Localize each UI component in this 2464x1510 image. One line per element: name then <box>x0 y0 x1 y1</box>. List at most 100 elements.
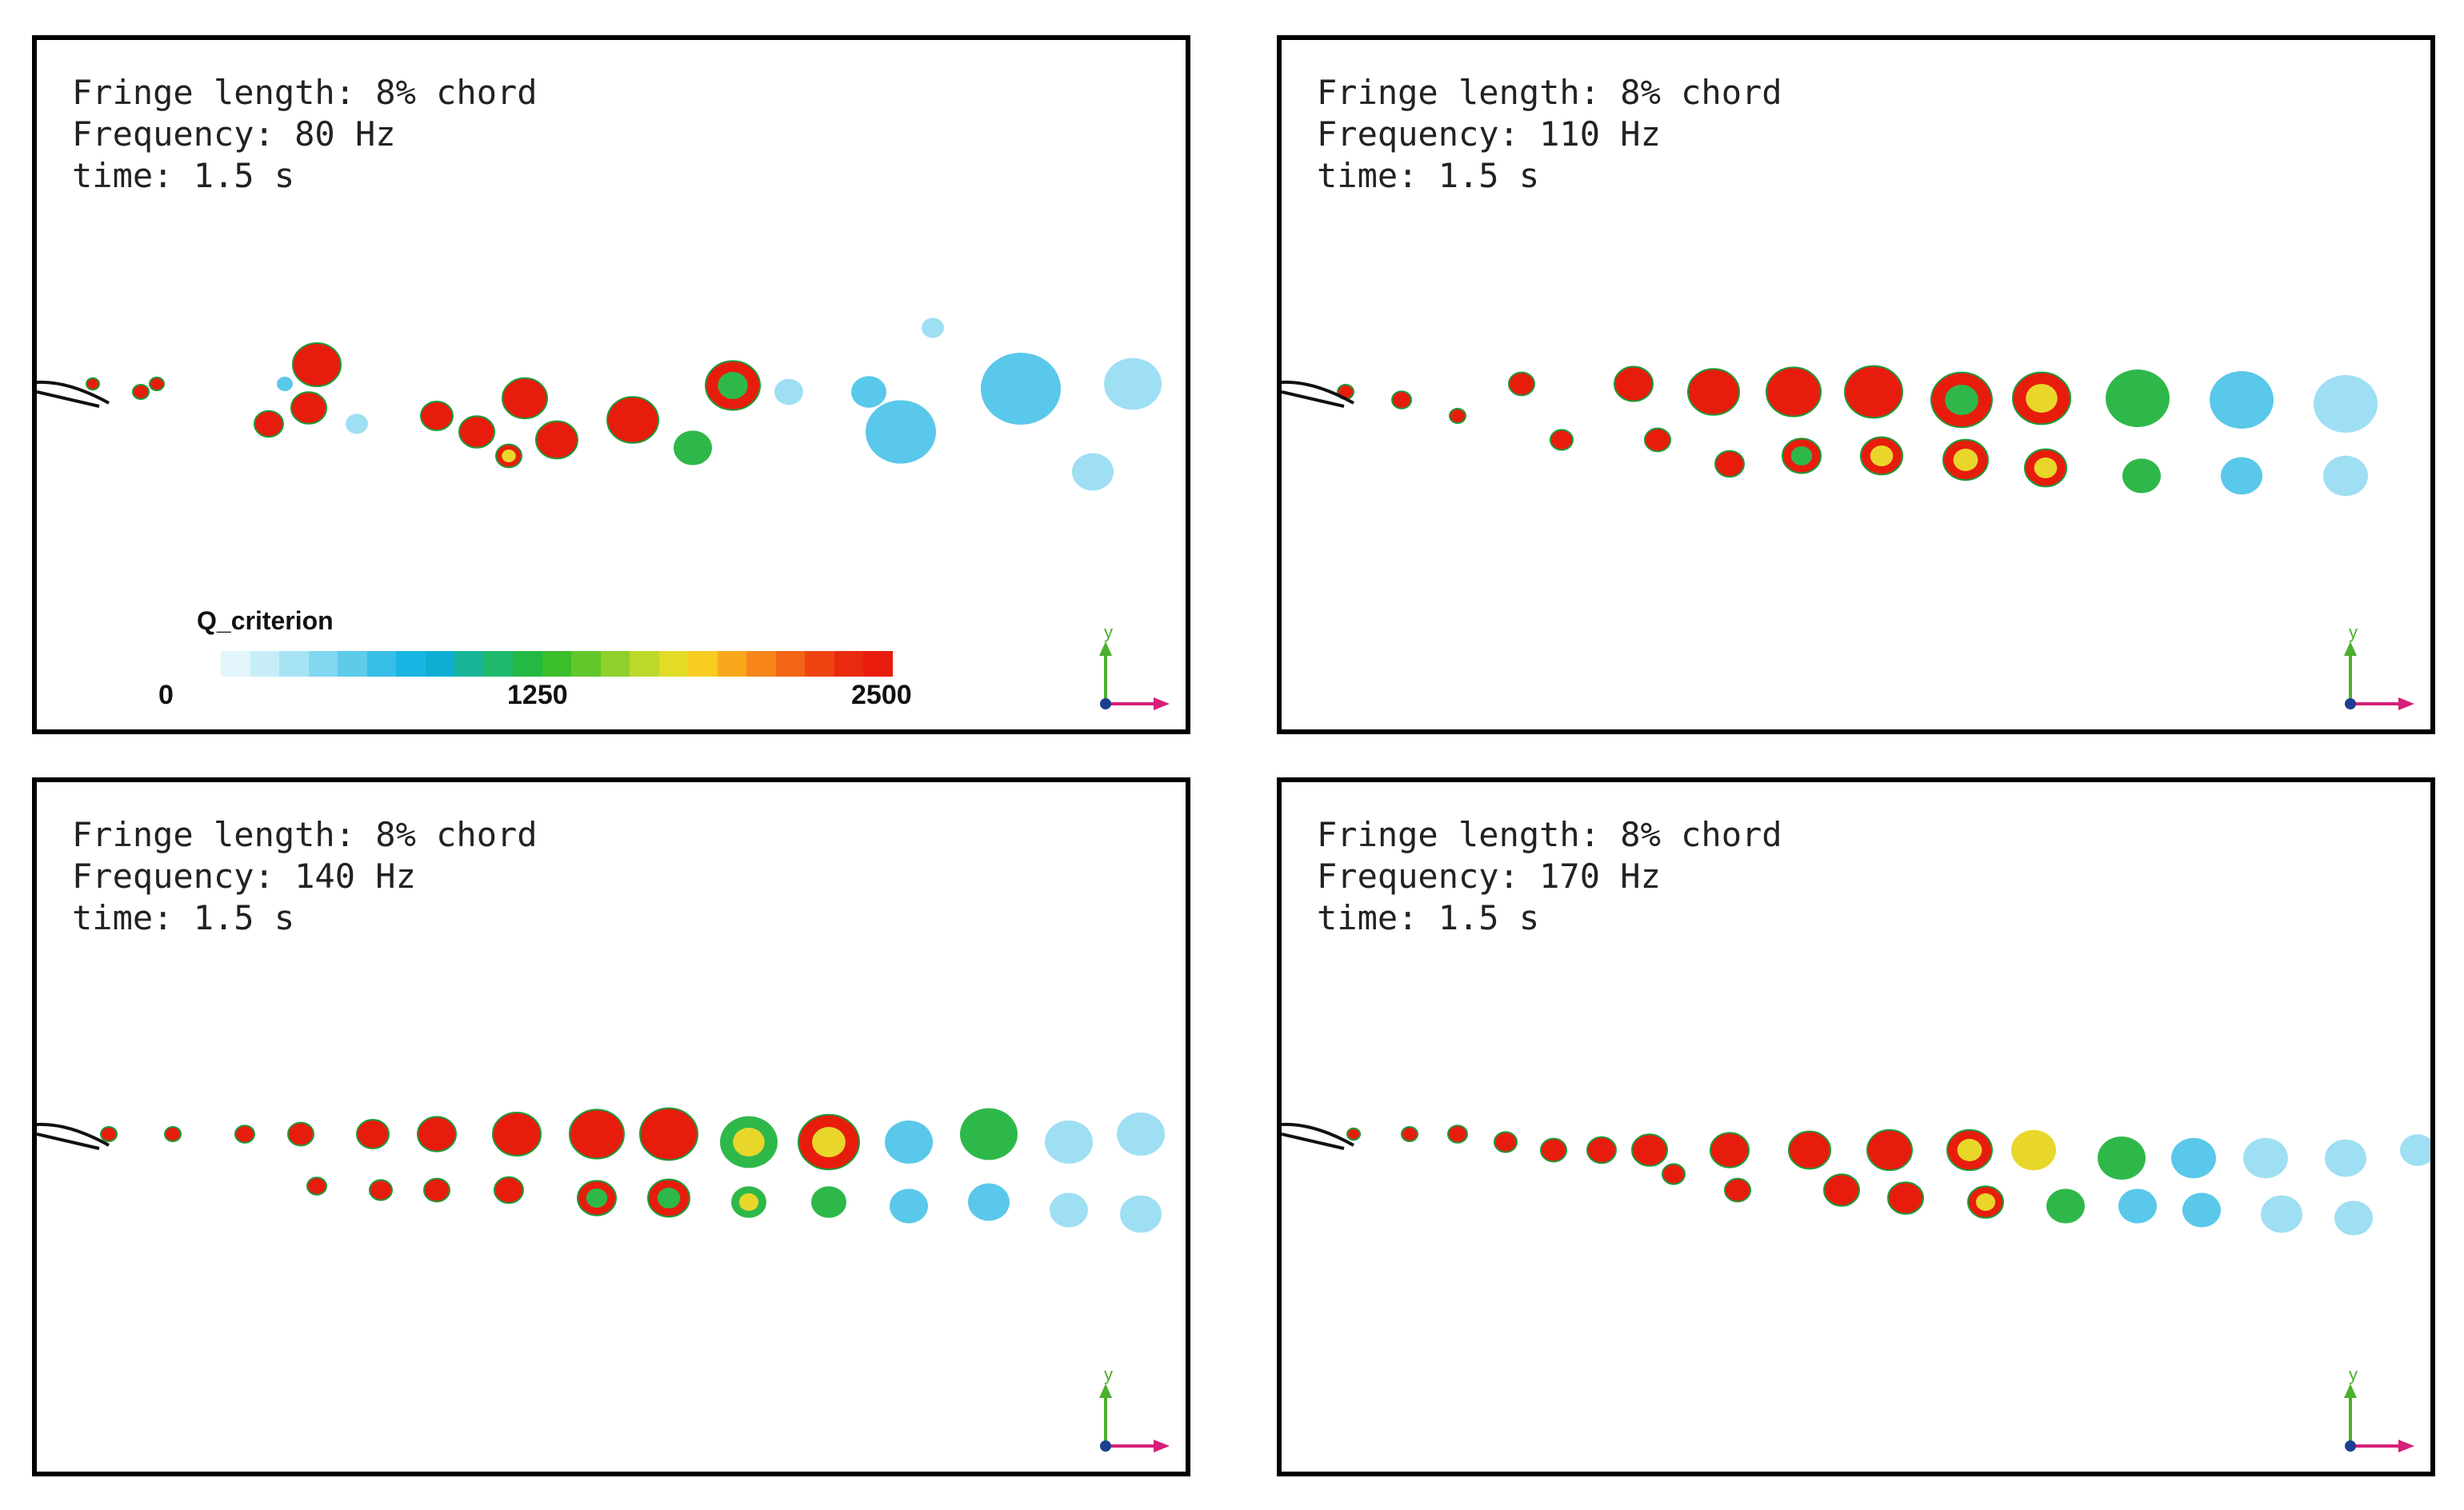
vortex-blob <box>458 415 495 449</box>
panel-labels: Fringe length: 8% chord Frequency: 110 H… <box>1317 72 1782 197</box>
legend-color-bar <box>221 651 893 677</box>
q-criterion-field <box>1282 1122 2430 1236</box>
vortex-blob <box>1447 1125 1468 1144</box>
vortex-blob <box>2024 448 2067 488</box>
vortex-blob <box>647 1178 690 1218</box>
vortex-blob <box>2046 1188 2085 1224</box>
vortex-blob <box>1540 1137 1567 1163</box>
time-label: time: 1.5 s <box>72 156 295 195</box>
q-criterion-field <box>37 1107 1165 1233</box>
vortex-blob <box>2243 1137 2288 1179</box>
vortex-blob <box>1104 358 1162 410</box>
svg-text:y: y <box>1104 622 1113 642</box>
legend-swatch <box>542 651 572 677</box>
axis-triad-icon: y <box>2344 622 2414 710</box>
panel-labels: Fringe length: 8% chord Frequency: 80 Hz… <box>72 72 538 197</box>
fringe-length-label: Fringe length: 8% chord <box>72 73 538 112</box>
vortex-blob <box>495 443 522 469</box>
frequency-label: Frequency: 110 Hz <box>1317 114 1661 154</box>
vortex-blob <box>1120 1195 1162 1233</box>
vortex-blob <box>606 396 659 444</box>
panel-labels: Fringe length: 8% chord Frequency: 170 H… <box>1317 814 1782 939</box>
vortex-blob <box>2334 1200 2373 1236</box>
vortex-blob <box>569 1109 625 1160</box>
vortex-blob <box>492 1112 542 1156</box>
vortex-blob <box>731 1186 766 1218</box>
vortex-blob <box>306 1176 327 1196</box>
axis-triad-icon: y <box>1099 622 1170 710</box>
axis-triad-icon: y <box>1099 1364 1170 1452</box>
vortex-blob <box>1942 438 1989 481</box>
airfoil-trailing-edge <box>1282 380 1354 408</box>
vortex-blob <box>2314 375 2378 433</box>
vortex-blob <box>1887 1181 1924 1215</box>
vortex-blob <box>277 377 293 391</box>
panel-170hz: Fringe length: 8% chord Frequency: 170 H… <box>1277 777 2435 1476</box>
vortex-blob <box>1072 453 1114 491</box>
vortex-blob <box>1714 449 1745 478</box>
legend-title: Q_criterion <box>197 606 334 635</box>
vortex-blob <box>356 1119 390 1149</box>
vortex-blob <box>705 360 761 411</box>
vortex-blob <box>981 353 1061 425</box>
legend-min-label: 0 <box>158 680 174 710</box>
legend-swatch <box>308 651 338 677</box>
vortex-blob <box>132 384 150 400</box>
vortex-blob <box>1866 1129 1913 1172</box>
legend-swatch <box>366 651 397 677</box>
legend-swatch <box>688 651 718 677</box>
vortex-blob <box>2400 1134 2430 1166</box>
vortex-blob <box>100 1126 118 1142</box>
vortex-blob <box>1946 1129 1993 1172</box>
q-criterion-field <box>1282 365 2378 497</box>
panel-labels: Fringe length: 8% chord Frequency: 140 H… <box>72 814 538 939</box>
panel-80hz: Fringe length: 8% chord Frequency: 80 Hz… <box>32 35 1190 734</box>
vortex-blob <box>1662 1163 1686 1185</box>
vortex-blob <box>885 1121 933 1164</box>
legend-swatch <box>600 651 630 677</box>
vortex-blob <box>369 1179 393 1201</box>
vortex-blob <box>2118 1188 2157 1224</box>
panel-140hz: Fringe length: 8% chord Frequency: 140 H… <box>32 777 1190 1476</box>
legend-swatch <box>338 651 367 677</box>
vortex-blob <box>1844 365 1903 419</box>
vortex-blob <box>1766 366 1822 417</box>
vortex-blob <box>2012 371 2071 425</box>
vortex-blob <box>2098 1136 2146 1180</box>
legend-swatch <box>279 651 309 677</box>
frequency-label: Frequency: 170 Hz <box>1317 857 1661 896</box>
frequency-label: Frequency: 80 Hz <box>72 114 396 154</box>
vortex-blob <box>811 1186 846 1218</box>
vortex-blob <box>1050 1192 1088 1228</box>
vortex-blob <box>290 391 327 425</box>
panel-110hz: Fringe length: 8% chord Frequency: 110 H… <box>1277 35 2435 734</box>
time-label: time: 1.5 s <box>72 898 295 937</box>
vortex-blob <box>1782 437 1822 474</box>
vortex-blob <box>502 377 548 420</box>
vortex-blob <box>149 376 165 392</box>
vortex-blob <box>674 430 712 465</box>
time-label: time: 1.5 s <box>1317 898 1540 937</box>
vortex-blob <box>1494 1131 1518 1153</box>
vortex-blob <box>417 1116 457 1152</box>
legend-swatch <box>630 651 659 677</box>
vortex-blob <box>346 413 368 434</box>
legend-swatch <box>396 651 426 677</box>
svg-text:y: y <box>2349 622 2358 642</box>
vortex-blob <box>1449 408 1466 424</box>
vortex-blob <box>1631 1133 1668 1167</box>
airfoil-trailing-edge <box>37 380 110 408</box>
vortex-blob <box>2323 455 2368 497</box>
legend-mid-label: 1250 <box>507 680 568 710</box>
vortex-blob <box>1045 1121 1093 1164</box>
vortex-blob <box>798 1113 860 1171</box>
vortex-blob <box>535 420 578 460</box>
vortex-blob <box>1508 371 1535 397</box>
vortex-blob <box>2221 457 2262 495</box>
fringe-length-label: Fringe length: 8% chord <box>72 815 538 854</box>
vortex-blob <box>164 1126 182 1142</box>
fringe-length-label: Fringe length: 8% chord <box>1317 73 1782 112</box>
legend-swatch <box>571 651 601 677</box>
legend-swatch <box>425 651 455 677</box>
legend-swatch <box>863 651 893 677</box>
